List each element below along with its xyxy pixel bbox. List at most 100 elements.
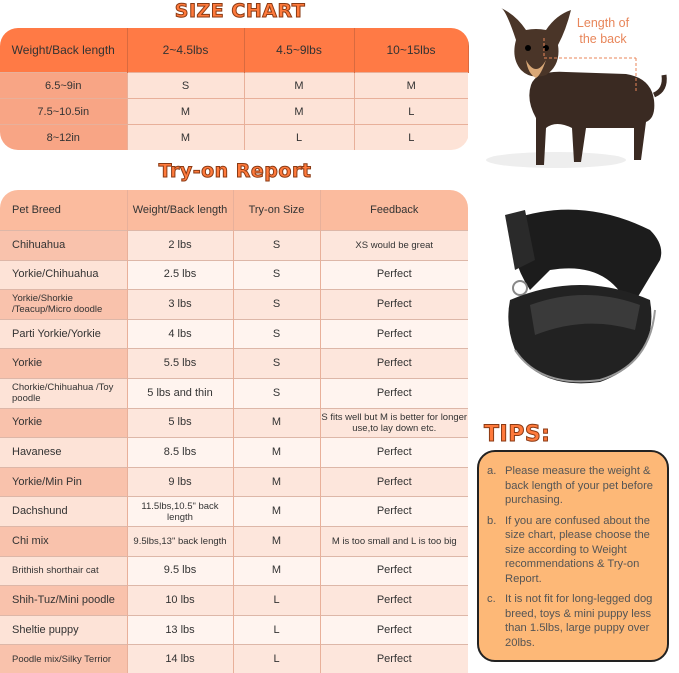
- table-row: Sheltie puppy 13 lbs L Perfect: [0, 614, 468, 645]
- table-row: Yorkie 5 lbs M S fits well but M is better …: [0, 407, 468, 438]
- table-cell: 8.5 lbs: [127, 437, 234, 468]
- table-cell: S: [127, 72, 245, 99]
- table-cell: M: [233, 525, 321, 557]
- table-row: Yorkie/Chihuahua 2.5 lbs S Perfect: [0, 259, 468, 290]
- table-row: 6.5~9in S M M: [0, 72, 468, 99]
- table-cell: M: [244, 72, 355, 99]
- tip-text: If you are confused about the size chart…: [505, 514, 650, 585]
- tip-text: Please measure the weight & back length …: [505, 465, 654, 506]
- tip-item: b. If you are confused about the size cha…: [485, 514, 659, 587]
- tips-title: TIPS:: [483, 422, 551, 448]
- table-cell: Perfect: [320, 437, 468, 468]
- table-cell: Perfect: [320, 318, 468, 349]
- table-cell: Perfect: [320, 614, 468, 645]
- tip-letter: c.: [487, 593, 496, 605]
- table-cell: M: [233, 555, 321, 586]
- table-row: 8~12in M L L: [0, 124, 468, 150]
- tip-item: c. It is not fit for long-legged dog bree…: [485, 592, 659, 650]
- table-row: Parti Yorkie/Yorkie 4 lbs S Perfect: [0, 318, 468, 349]
- table-cell: 4 lbs: [127, 318, 234, 349]
- table-cell: L: [233, 585, 321, 616]
- table-cell: Pet Breed: [0, 190, 128, 231]
- table-row: Yorkie 5.5 lbs S Perfect: [0, 348, 468, 379]
- table-header-row: Weight/Back length 2~4.5lbs 4.5~9lbs 10~15l…: [0, 28, 469, 73]
- table-row: Chorkie/Chihuahua /Toy poodle 5 lbs and t…: [0, 377, 468, 409]
- table-cell: Havanese: [0, 437, 128, 468]
- table-cell: Chorkie/Chihuahua /Toy poodle: [0, 377, 128, 409]
- table-header-row: Pet Breed Weight/Back length Try-on Size Fe…: [0, 190, 468, 231]
- table-cell: Yorkie: [0, 407, 128, 438]
- table-cell: 2 lbs: [127, 230, 234, 261]
- table-cell: Weight/Back length: [0, 28, 128, 73]
- table-cell: Perfect: [320, 466, 468, 497]
- table-cell: L: [244, 124, 355, 150]
- table-cell: Try-on Size: [233, 190, 321, 231]
- tip-letter: a.: [487, 465, 497, 477]
- table-cell: Perfect: [320, 377, 468, 409]
- table-cell: M: [233, 496, 321, 527]
- tips-box: a. Please measure the weight & back lengt…: [477, 450, 669, 662]
- table-cell: 10~15lbs: [354, 28, 469, 73]
- table-cell: S: [233, 318, 321, 349]
- table-cell: M is too small and L is too big: [320, 525, 468, 557]
- table-cell: Perfect: [320, 496, 468, 527]
- table-cell: M: [244, 98, 355, 125]
- tip-item: a. Please measure the weight & back lengt…: [485, 464, 659, 508]
- tip-text: It is not fit for long-legged dog breed,…: [505, 593, 653, 649]
- back-length-label: Length of the back: [576, 16, 630, 46]
- table-cell: XS would be great: [320, 230, 468, 261]
- table-cell: Chihuahua: [0, 230, 128, 261]
- table-cell: L: [354, 98, 468, 125]
- table-cell: Perfect: [320, 585, 468, 616]
- table-cell: Parti Yorkie/Yorkie: [0, 318, 128, 349]
- table-cell: 5 lbs and thin: [127, 377, 234, 409]
- table-cell: M: [354, 72, 468, 99]
- pet-sling-bag-photo: [505, 209, 662, 384]
- table-cell: Perfect: [320, 289, 468, 320]
- table-cell: Yorkie/Shorkie /Teacup/Micro doodle: [0, 289, 128, 320]
- table-row: Dachshund 11.5lbs,10.5" back length M Perfe…: [0, 496, 468, 527]
- table-cell: 9.5 lbs: [127, 555, 234, 586]
- table-cell: 11.5lbs,10.5" back length: [127, 496, 234, 527]
- table-cell: 5 lbs: [127, 407, 234, 438]
- table-cell: L: [354, 124, 468, 150]
- table-cell: M: [233, 407, 321, 438]
- table-cell: 9 lbs: [127, 466, 234, 497]
- table-cell: 3 lbs: [127, 289, 234, 320]
- table-row: Chihuahua 2 lbs S XS would be great: [0, 230, 468, 261]
- table-cell: M: [127, 98, 245, 125]
- table-cell: Feedback: [320, 190, 468, 231]
- try-on-report-table: Pet Breed Weight/Back length Try-on Size Fe…: [0, 190, 468, 673]
- table-cell: 2~4.5lbs: [127, 28, 245, 73]
- table-cell: 7.5~10.5in: [0, 98, 128, 125]
- size-chart-table: Weight/Back length 2~4.5lbs 4.5~9lbs 10~15l…: [0, 28, 469, 150]
- table-cell: Yorkie/Chihuahua: [0, 259, 128, 290]
- dog-photo: [486, 8, 667, 168]
- table-cell: Weight/Back length: [127, 190, 234, 231]
- table-cell: S: [233, 259, 321, 290]
- table-cell: Perfect: [320, 555, 468, 586]
- table-cell: Sheltie puppy: [0, 614, 128, 645]
- table-cell: 10 lbs: [127, 585, 234, 616]
- table-row: Havanese 8.5 lbs M Perfect: [0, 437, 468, 468]
- table-cell: M: [127, 124, 245, 150]
- table-cell: 5.5 lbs: [127, 348, 234, 379]
- table-cell: 9.5lbs,13" back length: [127, 525, 234, 557]
- table-row: Chi mix 9.5lbs,13" back length M M is too s…: [0, 525, 468, 557]
- table-cell: S: [233, 289, 321, 320]
- table-row: 7.5~10.5in M M L: [0, 98, 468, 125]
- table-cell: 14 lbs: [127, 644, 234, 673]
- table-cell: M: [233, 437, 321, 468]
- table-cell: Perfect: [320, 644, 468, 673]
- table-row: Shih-Tuz/Mini poodle 10 lbs L Perfect: [0, 585, 468, 616]
- table-row: Poodle mix/Silky Terrior 14 lbs L Perfect: [0, 644, 468, 673]
- table-cell: 2.5 lbs: [127, 259, 234, 290]
- table-row: Brithish shorthair cat 9.5 lbs M Perfect: [0, 555, 468, 586]
- table-cell: L: [233, 614, 321, 645]
- table-cell: Perfect: [320, 348, 468, 379]
- tip-letter: b.: [487, 514, 497, 527]
- table-cell: 8~12in: [0, 124, 128, 150]
- table-cell: Shih-Tuz/Mini poodle: [0, 585, 128, 616]
- table-cell: L: [233, 644, 321, 673]
